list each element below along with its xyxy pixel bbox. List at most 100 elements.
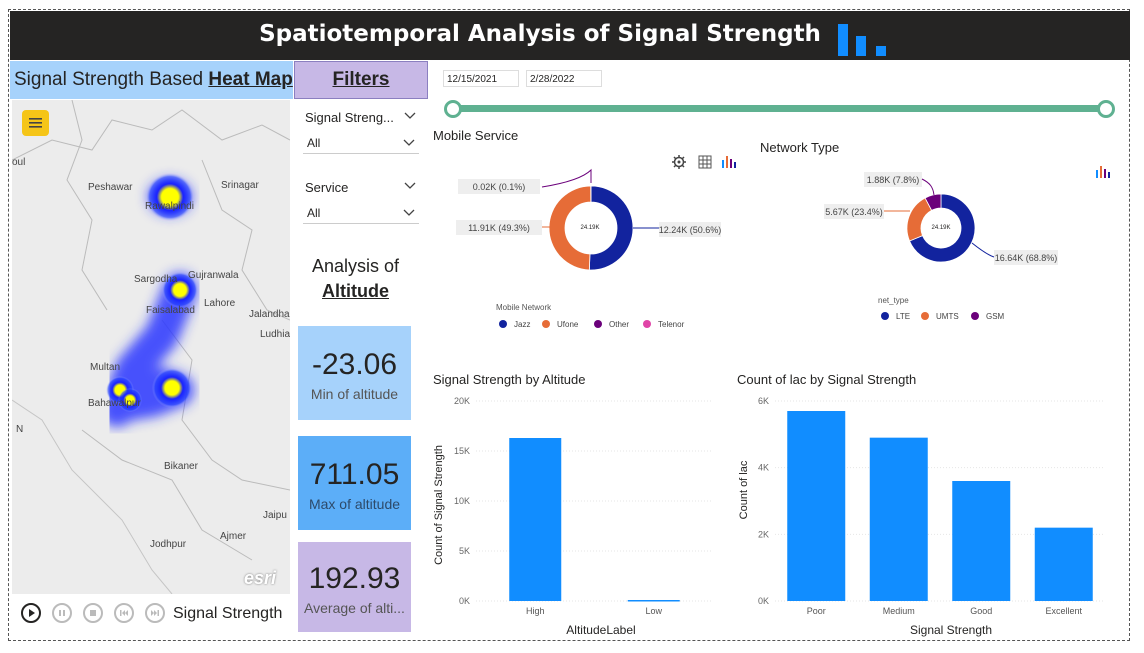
x-tick-label: High	[526, 606, 545, 616]
mobile-service-donut[interactable]: 24.19K 0.02K (0.1%) 11.91K (49.3%) 12.24…	[432, 165, 742, 340]
leader-line	[921, 178, 935, 196]
bar-excellent[interactable]	[1034, 527, 1093, 601]
data-label-bg	[864, 172, 922, 187]
bar-good[interactable]	[952, 481, 1011, 601]
table-grid-icon[interactable]	[698, 155, 712, 169]
network-type-donut[interactable]: 24.19K 1.88K (7.8%) 5.67K (23.4%) 16.64K…	[760, 165, 1100, 330]
gear-icon[interactable]	[672, 155, 686, 169]
max-altitude-card: 711.05 Max of altitude	[298, 436, 411, 530]
x-tick-label: Poor	[807, 606, 826, 616]
date-range-slider[interactable]	[440, 98, 1120, 122]
service-value: All	[307, 206, 321, 220]
legend-marker	[542, 320, 550, 328]
max-altitude-label: Max of altitude	[308, 496, 401, 512]
lac-bar-chart[interactable]: Count of lac Signal Strength 0K 2K 4K 6K Poo…	[735, 390, 1115, 640]
min-altitude-value: -23.06	[311, 348, 398, 381]
donut-slice-jazz[interactable]	[588, 185, 634, 271]
column-chart-icon[interactable]	[722, 156, 736, 168]
legend-item: Other	[609, 320, 629, 329]
signal-strength-dropdown[interactable]: All	[303, 132, 419, 154]
legend-item: Jazz	[514, 320, 530, 329]
heatmap-header-link[interactable]: Heat Map	[208, 69, 293, 90]
network-type-title: Network Type	[760, 140, 840, 155]
bar-poor[interactable]	[787, 411, 846, 601]
next-button[interactable]	[145, 603, 165, 623]
max-altitude-value: 711.05	[309, 458, 400, 491]
legend-item: LTE	[896, 312, 910, 321]
chevron-down-icon[interactable]	[404, 182, 416, 190]
x-axis-label: AltitudeLabel	[566, 623, 635, 637]
map-city-label: Jalandha	[249, 309, 290, 320]
report-frame	[8, 9, 1130, 641]
legend-title: Mobile Network	[496, 303, 552, 312]
filters-header[interactable]: Filters	[294, 61, 428, 99]
pause-icon	[59, 610, 65, 616]
avg-altitude-label: Average of alti...	[304, 600, 405, 616]
bar-high[interactable]	[509, 438, 562, 601]
y-axis-label: Count of Signal Strength	[433, 445, 445, 565]
y-tick-label: 10K	[454, 496, 470, 506]
data-label: 5.67K (23.4%)	[825, 207, 883, 217]
signal-strength-value: All	[307, 136, 321, 150]
data-label-bg	[456, 220, 542, 235]
y-axis-label: Count of lac	[738, 460, 750, 519]
altitude-section-title: Analysis of Altitude	[298, 254, 413, 304]
bar-low[interactable]	[627, 600, 680, 602]
page-title: Spatiotemporal Analysis of Signal Streng…	[259, 21, 821, 47]
hamburger-menu-icon[interactable]	[22, 110, 49, 136]
altitude-bar-chart[interactable]: Count of Signal Strength AltitudeLabel 0…	[430, 390, 720, 640]
legend-item: Ufone	[557, 320, 579, 329]
map-side-label: N	[16, 424, 24, 435]
donut-slice-gsm[interactable]	[924, 193, 942, 211]
x-axis-label: Signal Strength	[910, 623, 992, 637]
pause-button[interactable]	[52, 603, 72, 623]
end-date-input[interactable]: 2/28/2022	[526, 70, 602, 87]
legend-marker	[594, 320, 602, 328]
title-bar: Spatiotemporal Analysis of Signal Streng…	[10, 11, 1130, 60]
x-tick-label: Excellent	[1045, 606, 1082, 616]
map-city-label: Ludhia	[260, 329, 290, 340]
legend-marker	[499, 320, 507, 328]
heat-map[interactable]: oul N Peshawar Srinagar Rawalpindi Sargo…	[12, 100, 290, 594]
service-slicer-title: Service	[305, 180, 349, 195]
y-tick-label: 4K	[758, 463, 769, 473]
y-tick-label: 20K	[454, 396, 470, 406]
y-tick-label: 6K	[758, 396, 769, 406]
next-icon	[151, 610, 159, 616]
chevron-down-icon	[403, 139, 415, 146]
stop-button[interactable]	[83, 603, 103, 623]
signal-strength-slicer-title: Signal Streng...	[305, 110, 394, 125]
legend-marker	[921, 312, 929, 320]
leader-line	[971, 242, 995, 258]
map-city-label: Multan	[90, 362, 121, 373]
legend-item: GSM	[986, 312, 1005, 321]
data-label-bg	[659, 222, 721, 237]
service-dropdown[interactable]: All	[303, 202, 419, 224]
y-tick-label: 2K	[758, 529, 769, 539]
y-tick-label: 5K	[459, 546, 470, 556]
leader-line	[541, 168, 592, 188]
start-date-input[interactable]: 12/15/2021	[443, 70, 519, 87]
data-label: 12.24K (50.6%)	[659, 225, 722, 235]
play-icon	[29, 609, 35, 617]
donut-center-label: 24.19K	[580, 225, 599, 231]
donut-slice-lte[interactable]	[909, 193, 976, 263]
y-tick-label: 0K	[758, 596, 769, 606]
play-button[interactable]	[21, 603, 41, 623]
map-city-label: Bikaner	[164, 461, 198, 472]
map-city-label: Faisalabad	[146, 305, 195, 316]
legend-marker	[881, 312, 889, 320]
data-label: 1.88K (7.8%)	[867, 175, 920, 185]
legend-title: net_type	[878, 296, 909, 305]
column-chart-icon[interactable]	[1094, 164, 1114, 180]
altitude-title-line1: Analysis of	[311, 256, 400, 276]
previous-button[interactable]	[114, 603, 134, 623]
bar-medium[interactable]	[869, 437, 928, 601]
legend-marker	[643, 320, 651, 328]
donut-slice-umts[interactable]	[906, 197, 933, 242]
map-city-label: Ajmer	[220, 531, 247, 542]
map-city-label: Bahawalpur	[88, 398, 141, 409]
chevron-down-icon[interactable]	[404, 112, 416, 120]
legend-item: UMTS	[936, 312, 959, 321]
donut-slice-ufone[interactable]	[548, 185, 592, 271]
